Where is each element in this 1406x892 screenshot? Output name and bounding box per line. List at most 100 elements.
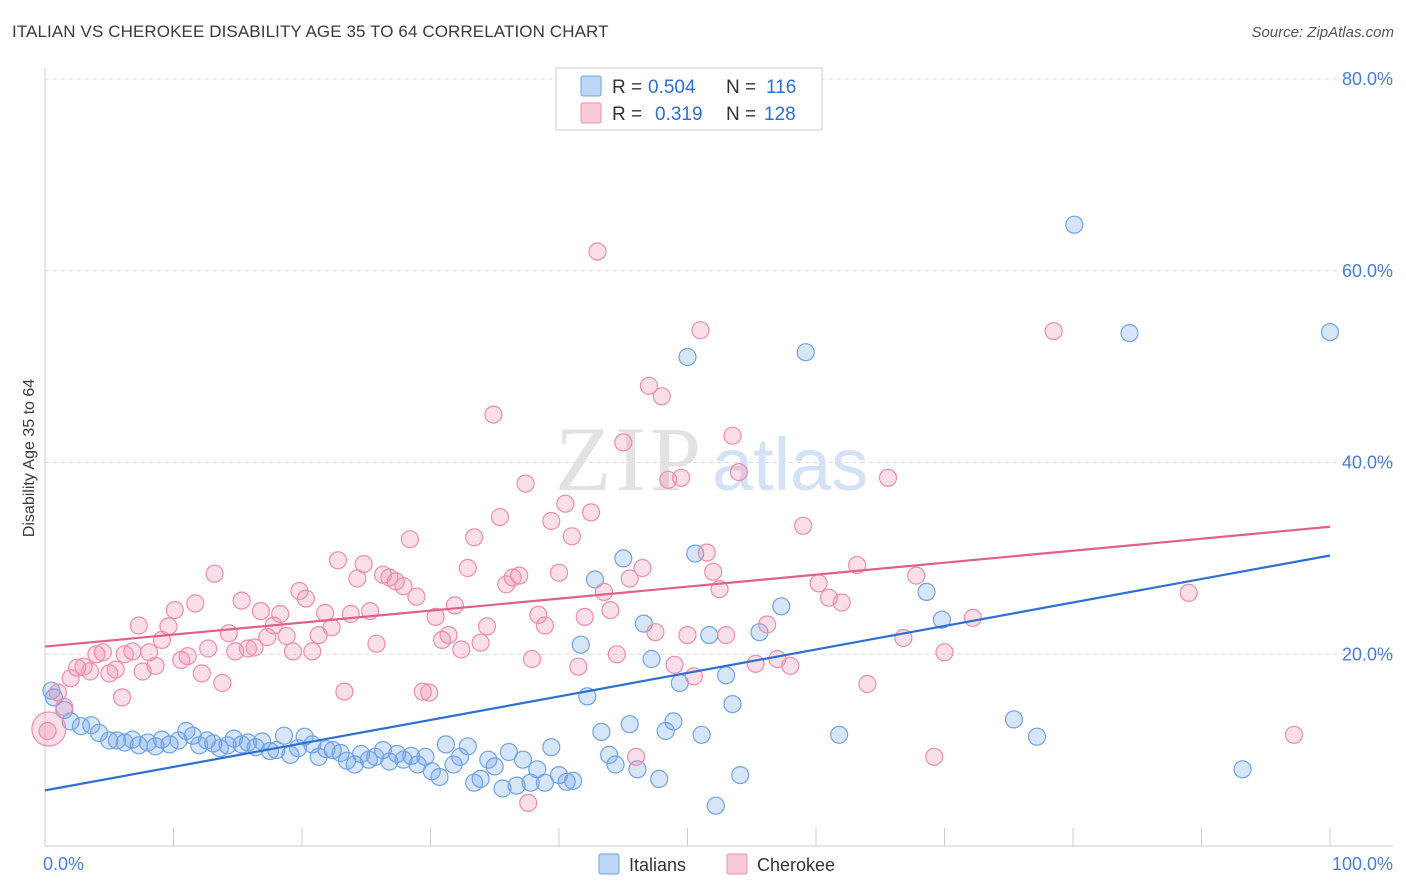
point-cherokee	[213, 673, 232, 693]
point-cherokee	[549, 563, 569, 582]
point-cherokee	[746, 654, 765, 673]
point-italians	[1065, 215, 1084, 234]
y-tick-label: 60.0%	[1342, 261, 1393, 281]
point-italians	[606, 755, 625, 774]
point-cherokee	[516, 474, 535, 493]
point-italians	[499, 742, 518, 762]
point-italians	[599, 745, 619, 765]
point-cherokee	[341, 604, 360, 624]
point-italians	[274, 726, 294, 745]
watermark-zip: ZIP	[555, 408, 705, 510]
point-cherokee	[522, 649, 542, 669]
point-italians	[169, 731, 188, 750]
point-cherokee	[61, 669, 80, 688]
legend-box	[555, 67, 823, 131]
point-cherokee	[413, 682, 432, 701]
point-italians	[218, 736, 237, 755]
point-cherokee	[535, 616, 555, 635]
point-cherokee	[729, 463, 749, 482]
point-cherokee	[601, 600, 620, 620]
point-cherokee	[562, 527, 582, 546]
bottom-legend: Italians Cherokee	[598, 853, 835, 875]
point-italians	[692, 725, 711, 744]
point-italians	[750, 623, 769, 642]
point-cherokee	[620, 569, 639, 588]
point-italians	[458, 737, 477, 756]
point-cherokee	[112, 688, 132, 707]
source-credit: Source: ZipAtlas.com	[1251, 24, 1394, 41]
point-cherokee	[781, 656, 800, 675]
point-italians	[493, 779, 512, 798]
x-tick-labels: 0.0% 100.0%	[43, 854, 1393, 874]
point-italians	[295, 727, 314, 746]
point-cherokee	[832, 593, 851, 612]
axes	[44, 68, 1393, 847]
point-cherokee	[646, 623, 665, 642]
point-cherokee	[129, 616, 148, 635]
point-italians	[716, 666, 736, 685]
point-italians	[620, 715, 639, 734]
point-cherokee	[426, 607, 445, 627]
point-cherokee	[581, 503, 601, 522]
point-cherokee	[407, 587, 426, 606]
point-italians	[917, 582, 936, 602]
point-cherokee	[1284, 725, 1304, 744]
point-cherokee	[271, 604, 290, 624]
point-italians	[664, 712, 683, 731]
trendlines	[44, 525, 1331, 792]
point-cherokee	[296, 589, 315, 608]
point-italians	[796, 343, 815, 362]
legend-n-value-cherokee: 128	[764, 104, 796, 125]
point-cherokee	[55, 697, 74, 717]
point-cherokee	[146, 656, 165, 675]
point-italians	[1004, 710, 1024, 729]
point-cherokee	[439, 625, 458, 645]
point-cherokee	[159, 617, 178, 636]
point-italians	[160, 735, 179, 754]
point-cherokee	[400, 530, 419, 549]
point-cherokee	[639, 376, 659, 395]
y-tick-label: 40.0%	[1342, 453, 1393, 473]
point-cherokee	[87, 645, 106, 664]
chart-title: ITALIAN VS CHEROKEE DISABILITY AGE 35 TO…	[12, 22, 609, 41]
point-cherokee	[652, 387, 671, 406]
point-cherokee	[465, 528, 484, 547]
point-italians	[542, 738, 561, 757]
point-cherokee	[477, 617, 497, 636]
point-cherokee	[907, 566, 926, 585]
point-italians	[1233, 760, 1252, 779]
point-cherokee	[529, 605, 548, 625]
point-italians	[485, 757, 504, 776]
point-cherokee	[471, 633, 490, 652]
point-cherokee	[420, 683, 439, 702]
point-italians	[535, 773, 555, 792]
bottom-legend-swatch-cherokee	[726, 853, 748, 875]
point-italians	[585, 570, 605, 589]
point-italians	[373, 740, 393, 760]
point-cherokee	[665, 655, 684, 674]
point-italians	[89, 723, 109, 743]
point-cherokee	[626, 747, 646, 766]
legend-n-label-italians: N =	[726, 77, 756, 98]
point-italians	[380, 752, 399, 771]
point-italians	[678, 347, 697, 367]
point-italians	[932, 610, 952, 629]
point-cherokee	[199, 639, 218, 658]
point-italians	[232, 735, 251, 754]
point-cherokee	[588, 242, 607, 261]
point-cherokee	[716, 625, 736, 645]
point-cherokee	[219, 624, 238, 643]
point-cherokee	[258, 627, 277, 647]
point-cherokee	[205, 564, 224, 583]
bottom-legend-label-italians: Italians	[629, 855, 686, 875]
point-cherokee	[556, 494, 575, 513]
point-italians	[706, 796, 725, 815]
bottom-legend-label-cherokee: Cherokee	[757, 855, 835, 875]
point-italians	[592, 722, 611, 742]
legend-r-value-italians: 0.504	[648, 77, 696, 98]
point-italians	[1120, 324, 1139, 343]
point-cherokee	[723, 426, 742, 445]
legend-n-value-italians: 116	[766, 77, 796, 98]
point-italians	[100, 731, 119, 750]
point-cherokee	[490, 507, 509, 527]
